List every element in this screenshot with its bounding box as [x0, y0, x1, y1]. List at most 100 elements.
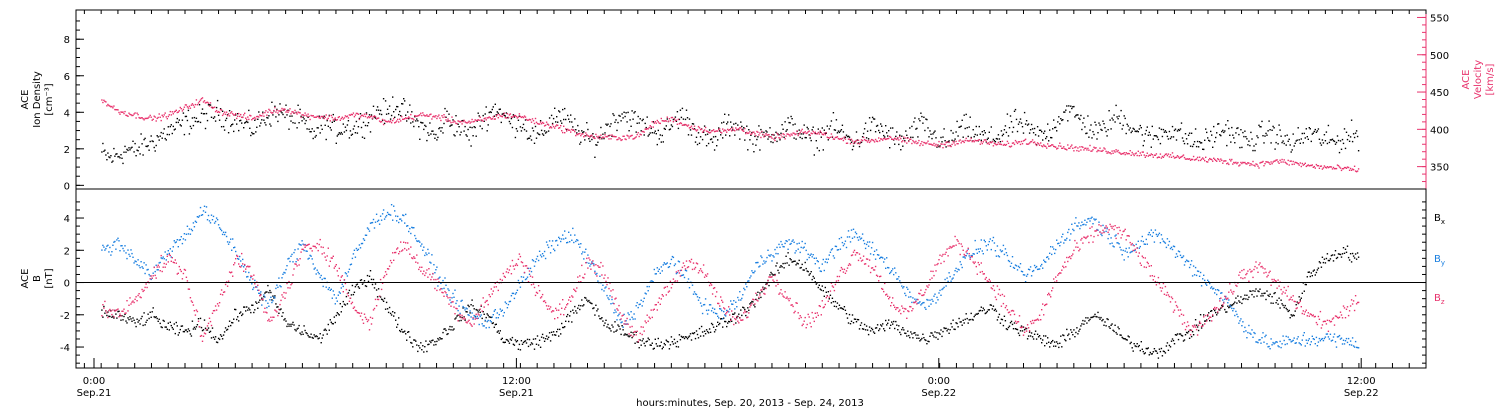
data-point [1194, 128, 1197, 130]
velocity-tick-label: 500 [1430, 51, 1449, 62]
data-point [623, 111, 625, 113]
data-point [1003, 253, 1006, 256]
data-point [387, 120, 390, 122]
data-point [929, 130, 931, 132]
data-point [626, 121, 628, 123]
data-point [1287, 140, 1289, 142]
data-point [182, 330, 185, 333]
data-point [201, 108, 204, 110]
data-point [883, 134, 885, 137]
data-point [255, 118, 257, 120]
data-point [1180, 156, 1183, 158]
data-point [1040, 337, 1042, 340]
data-point [276, 108, 278, 111]
data-point [1095, 147, 1097, 149]
data-point [1208, 312, 1210, 314]
data-point [861, 136, 864, 138]
data-point [1220, 158, 1222, 160]
data-point [180, 325, 182, 327]
data-point [126, 148, 128, 151]
data-point [1148, 131, 1150, 134]
data-point [1269, 293, 1271, 295]
data-point [610, 303, 612, 305]
data-point [212, 215, 215, 218]
data-point [1040, 142, 1042, 144]
data-point [900, 137, 902, 140]
data-point [1038, 129, 1041, 131]
data-point [612, 113, 614, 115]
data-point [935, 302, 937, 304]
data-point [548, 117, 551, 119]
data-point [192, 328, 195, 330]
data-point [711, 141, 714, 143]
data-point [1354, 170, 1357, 172]
data-point [1204, 279, 1206, 282]
data-point [1021, 271, 1024, 273]
data-point [961, 140, 963, 142]
data-point [1222, 305, 1224, 307]
data-point [1207, 279, 1209, 281]
data-point [636, 122, 638, 124]
data-point [123, 315, 125, 318]
data-point [994, 141, 997, 143]
data-point [1280, 299, 1282, 301]
data-point [296, 258, 298, 260]
data-point [218, 227, 221, 229]
data-point [862, 239, 865, 242]
data-point [1215, 136, 1217, 139]
data-point [1209, 157, 1211, 160]
data-point [936, 296, 938, 299]
data-point [1129, 251, 1131, 254]
data-point [408, 118, 410, 120]
data-point [167, 126, 169, 128]
data-point [746, 125, 748, 127]
data-point [735, 127, 737, 129]
data-point [160, 257, 162, 259]
data-point [610, 330, 612, 332]
data-point [838, 131, 841, 134]
data-point [1071, 144, 1073, 146]
data-point [1273, 127, 1275, 129]
data-point [720, 308, 722, 310]
data-point [1120, 334, 1122, 336]
data-point [803, 132, 805, 134]
data-point [1140, 154, 1142, 156]
data-point [684, 123, 687, 126]
data-point [1127, 256, 1129, 258]
data-point [444, 116, 446, 118]
data-point [912, 297, 914, 299]
data-point [1137, 150, 1139, 152]
data-point [388, 105, 391, 107]
data-point [1200, 327, 1203, 329]
data-point [934, 331, 936, 333]
data-point [984, 139, 986, 141]
data-point [573, 129, 575, 131]
data-point [485, 106, 487, 108]
data-point [1222, 162, 1224, 164]
data-point [879, 131, 881, 134]
data-point [440, 338, 442, 340]
data-point [209, 222, 212, 224]
data-point [1205, 128, 1207, 130]
data-point [866, 130, 869, 132]
data-point [208, 105, 211, 107]
data-point [696, 296, 699, 298]
data-point [911, 333, 913, 335]
data-point [1048, 258, 1050, 260]
data-point [1019, 263, 1022, 265]
data-point [779, 246, 781, 248]
data-point [902, 140, 904, 142]
data-point [1355, 258, 1358, 260]
data-point [1127, 125, 1129, 127]
data-point [827, 137, 829, 139]
data-point [476, 120, 478, 122]
data-point [870, 138, 873, 141]
data-point [162, 132, 164, 135]
data-point [653, 347, 655, 350]
data-point [292, 111, 294, 113]
data-point [1010, 320, 1013, 323]
data-point [811, 278, 813, 281]
data-point [1045, 261, 1047, 263]
data-point [465, 307, 467, 309]
data-point [176, 239, 178, 241]
